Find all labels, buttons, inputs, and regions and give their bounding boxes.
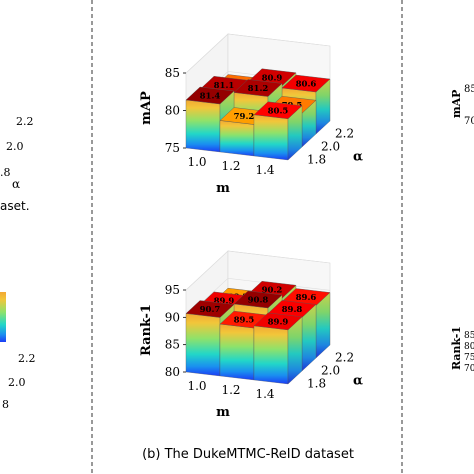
z-tick-label: 95 xyxy=(165,283,180,297)
left-tick-a: 2.2 xyxy=(16,115,34,128)
bar-data-label: 90.7 xyxy=(200,305,221,315)
bar-top-face xyxy=(281,74,331,93)
bar-data-label: 89.9 xyxy=(268,317,289,327)
rank1-bar3d-chart: 80859095Rank-11.01.21.4m1.82.02.2α88.290… xyxy=(139,250,363,420)
x-tick-label: 1.0 xyxy=(187,155,206,169)
bar-data-label: 89.9 xyxy=(214,296,235,306)
bar-map-alpha_1.8-m1.4: 80.5 xyxy=(253,101,303,161)
x-tick-label: 1.4 xyxy=(255,387,274,401)
bar-front-face xyxy=(185,99,221,153)
right-bottom-tick-1: 80 xyxy=(464,342,474,352)
bar-front-face xyxy=(219,120,255,157)
bar-top-face xyxy=(253,312,303,331)
right-panel-fragment: mAP 85 70 Rank-1 85 80 75 70 xyxy=(450,84,474,374)
left-bottom-tick-a: 2.2 xyxy=(18,352,36,365)
right-bottom-tick-0: 85 xyxy=(464,331,474,341)
z-tick-label: 80 xyxy=(165,365,180,379)
bar-top-face xyxy=(185,300,235,318)
bar-front-face xyxy=(253,114,289,161)
bar-data-label: 89.8 xyxy=(282,305,303,315)
right-bottom-label: Rank-1 xyxy=(450,326,463,370)
bar-data-label: 89.5 xyxy=(234,316,255,326)
z-tick-label: 75 xyxy=(165,141,180,155)
bar-front-face xyxy=(219,323,255,381)
bar-data-label: 80.9 xyxy=(262,73,283,83)
bar-top-face xyxy=(253,101,303,119)
x-tick-label: 1.2 xyxy=(221,159,240,173)
map-bar3d-chart: 758085mAP1.01.21.4m1.82.02.2α79.680.980.… xyxy=(139,33,363,196)
left-bar-fragment xyxy=(0,292,6,342)
bar-data-label: 81.4 xyxy=(200,92,221,102)
bar-data-label: 90.2 xyxy=(262,286,283,296)
x-axis-label: m xyxy=(216,181,230,196)
bar-top-face xyxy=(233,290,283,309)
x-axis-label: m xyxy=(216,405,230,420)
y-tick-label: 2.0 xyxy=(321,364,340,378)
z-tick-label: 80 xyxy=(165,104,180,118)
y-tick-label: 2.2 xyxy=(335,351,354,365)
bar-front-face xyxy=(185,313,221,377)
bar-data-label: 81.2 xyxy=(248,84,269,94)
bar-data-label: 80.6 xyxy=(296,80,317,90)
y-tick-label: 1.8 xyxy=(307,377,326,391)
right-bottom-tick-3: 70 xyxy=(464,364,474,374)
bar-data-label: 80.5 xyxy=(268,106,289,116)
left-tick-c: .8 xyxy=(0,166,11,179)
z-axis-label: mAP xyxy=(139,91,154,125)
x-tick-label: 1.2 xyxy=(221,383,240,397)
bar-front-face xyxy=(253,325,289,385)
z-gridline xyxy=(185,250,331,291)
bar-rank-1-alpha_1.8-m1.4: 89.9 xyxy=(253,312,303,385)
y-axis-label: α xyxy=(353,374,363,389)
left-bottom-tick-b: 2.0 xyxy=(8,376,26,389)
bar-data-label: 89.6 xyxy=(296,293,317,303)
z-tick-label: 85 xyxy=(165,338,180,352)
bar-data-label: 79.2 xyxy=(234,112,255,122)
right-top-tick-0: 85 xyxy=(464,84,474,95)
x-tick-label: 1.0 xyxy=(187,379,206,393)
bar-data-label: 90.8 xyxy=(248,295,269,305)
left-alpha: α xyxy=(12,177,20,191)
figure-caption: (b) The DukeMTMC-ReID dataset xyxy=(142,447,354,462)
left-tick-b: 2.0 xyxy=(6,140,24,153)
z-tick-label: 90 xyxy=(165,310,180,324)
bar-top-face xyxy=(233,79,283,97)
left-panel-fragment: 2.2 2.0 .8 α aset. 2.2 2.0 8 xyxy=(0,115,36,411)
left-bottom-tick-c: 8 xyxy=(2,398,9,411)
right-top-tick-1: 70 xyxy=(464,116,474,127)
right-bottom-tick-2: 75 xyxy=(464,353,474,363)
z-axis-label: Rank-1 xyxy=(139,304,154,356)
z-gridline xyxy=(185,33,331,74)
x-tick-label: 1.4 xyxy=(255,163,274,177)
y-axis-label: α xyxy=(353,150,363,165)
y-tick-label: 1.8 xyxy=(307,153,326,167)
z-tick-label: 85 xyxy=(165,66,180,80)
bar-top-face xyxy=(185,86,235,105)
bar-data-label: 81.1 xyxy=(214,81,235,91)
y-tick-label: 2.0 xyxy=(321,140,340,154)
right-top-label: mAP xyxy=(450,90,463,118)
left-caption-tail: aset. xyxy=(0,199,30,213)
y-tick-label: 2.2 xyxy=(335,127,354,141)
